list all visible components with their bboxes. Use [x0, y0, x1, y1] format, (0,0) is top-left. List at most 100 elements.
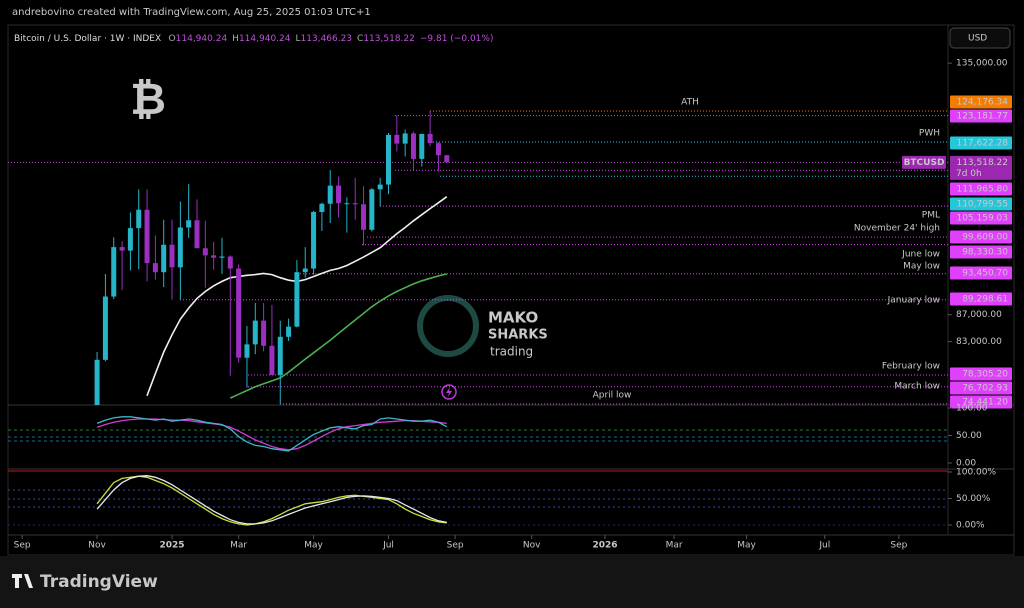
brand-logo: [12, 574, 33, 588]
candle-body: [344, 203, 350, 205]
candle-body: [419, 133, 425, 159]
candle-body: [94, 359, 100, 405]
candle-body: [336, 185, 342, 204]
oscillator-line: [96, 416, 448, 452]
level-name: November 24' high: [854, 224, 940, 234]
candle-body: [286, 326, 292, 337]
candle-body: [219, 256, 225, 258]
countdown: 7d 0h: [956, 169, 982, 179]
candle-body: [385, 134, 391, 185]
level-name: March low: [894, 382, 940, 392]
y-tick-label: 50.00%: [956, 494, 991, 504]
chart-frame: [7, 24, 1015, 556]
price-box: [950, 155, 1012, 180]
watermark: SHARKS: [488, 328, 548, 343]
currency-button[interactable]: [949, 27, 1011, 49]
currency[interactable]: USD: [968, 34, 987, 44]
watermark: trading: [490, 345, 533, 359]
x-tick-label: May: [304, 541, 323, 551]
candle-body: [327, 185, 333, 204]
candle-body: [444, 155, 450, 163]
candle-body: [177, 227, 183, 268]
candle-body: [319, 203, 325, 212]
y-tick-label: 87,000.00: [956, 310, 1002, 320]
x-tick-label: Nov: [88, 541, 106, 551]
brand: TradingView: [40, 572, 158, 592]
level-label: 78,305.20: [962, 370, 1008, 380]
footer-bar: [0, 556, 1024, 608]
level-label: 74,441.20: [962, 398, 1008, 408]
x-tick-label: Mar: [666, 541, 683, 551]
candle-body: [427, 133, 433, 144]
watermark-icon: [417, 295, 479, 357]
x-tick-label: Sep: [14, 541, 31, 551]
symbol-label: BTCUSD: [904, 158, 945, 168]
candle-body: [369, 189, 375, 230]
watermark: MAKO: [488, 309, 538, 327]
y-tick-label: 135,000.00: [956, 59, 1008, 69]
legend-key: O: [169, 34, 176, 44]
level-label: 111,965.80: [956, 185, 1008, 195]
legend-key: H: [232, 34, 239, 44]
legend: Bitcoin / U.S. Dollar · 1W · INDEX O114,9…: [14, 34, 493, 44]
candle-body: [152, 263, 158, 273]
level-box: [950, 381, 1012, 395]
candle-body: [377, 184, 383, 190]
level-box: [950, 95, 1012, 109]
main-pane: [8, 110, 948, 405]
candle-body: [186, 220, 192, 228]
candle-body: [236, 268, 242, 358]
candle-body: [227, 256, 233, 269]
candle-body: [111, 247, 117, 297]
candle-body: [277, 336, 283, 375]
candle-body: [102, 296, 108, 360]
level-label: 99,609.00: [962, 233, 1008, 243]
level-label: 110,799.55: [956, 200, 1008, 210]
alert-icon[interactable]: [441, 384, 457, 400]
level-box: [950, 182, 1012, 196]
candle-body: [211, 255, 217, 258]
candle-body: [302, 268, 308, 273]
price-label: 113,518.22: [956, 158, 1008, 168]
level-label: 123,181.77: [956, 112, 1008, 122]
candle-body: [202, 248, 208, 256]
candle-body: [361, 204, 367, 230]
level-name: PML: [922, 211, 940, 221]
level-box: [950, 292, 1012, 306]
candle-body: [435, 143, 441, 156]
level-name: June low: [901, 250, 940, 260]
level-box: [950, 230, 1012, 244]
level-label: 124,176.34: [956, 98, 1008, 108]
y-tick-label: 83,000.00: [956, 337, 1002, 347]
y-tick-label: 50.00: [956, 431, 982, 441]
x-tick-label: Jul: [382, 541, 394, 551]
moving-average: [229, 273, 447, 399]
level-box: [950, 211, 1012, 225]
x-tick-label: 2025: [159, 541, 184, 551]
level-box: [950, 266, 1012, 280]
level-name: PWH: [919, 129, 940, 139]
candle-body: [119, 247, 125, 251]
level-box: [950, 245, 1012, 259]
legend-change: −9.81 (−0.01%): [420, 34, 494, 44]
symbol: Bitcoin / U.S. Dollar · 1W · INDEX: [14, 34, 161, 44]
level-label: 76,702.93: [962, 384, 1008, 394]
level-label: 105,159.03: [956, 214, 1008, 224]
oscillator-line: [96, 475, 447, 525]
legend-value: 113,466.23: [301, 34, 353, 44]
level-box: [950, 197, 1012, 211]
candle-body: [194, 220, 200, 249]
legend-value: 113,518.22: [363, 34, 415, 44]
y-tick-label: 100.00: [956, 404, 988, 414]
level-name: February low: [882, 362, 940, 372]
x-tick-label: Jul: [818, 541, 830, 551]
candle-body: [136, 209, 142, 229]
level-box: [950, 367, 1012, 381]
oscillator-line: [96, 475, 447, 526]
level-label: 117,622.28: [956, 139, 1008, 149]
level-name: ATH: [681, 98, 699, 108]
candle-body: [144, 209, 150, 264]
candle-body: [127, 228, 133, 251]
candle-body: [252, 320, 258, 345]
